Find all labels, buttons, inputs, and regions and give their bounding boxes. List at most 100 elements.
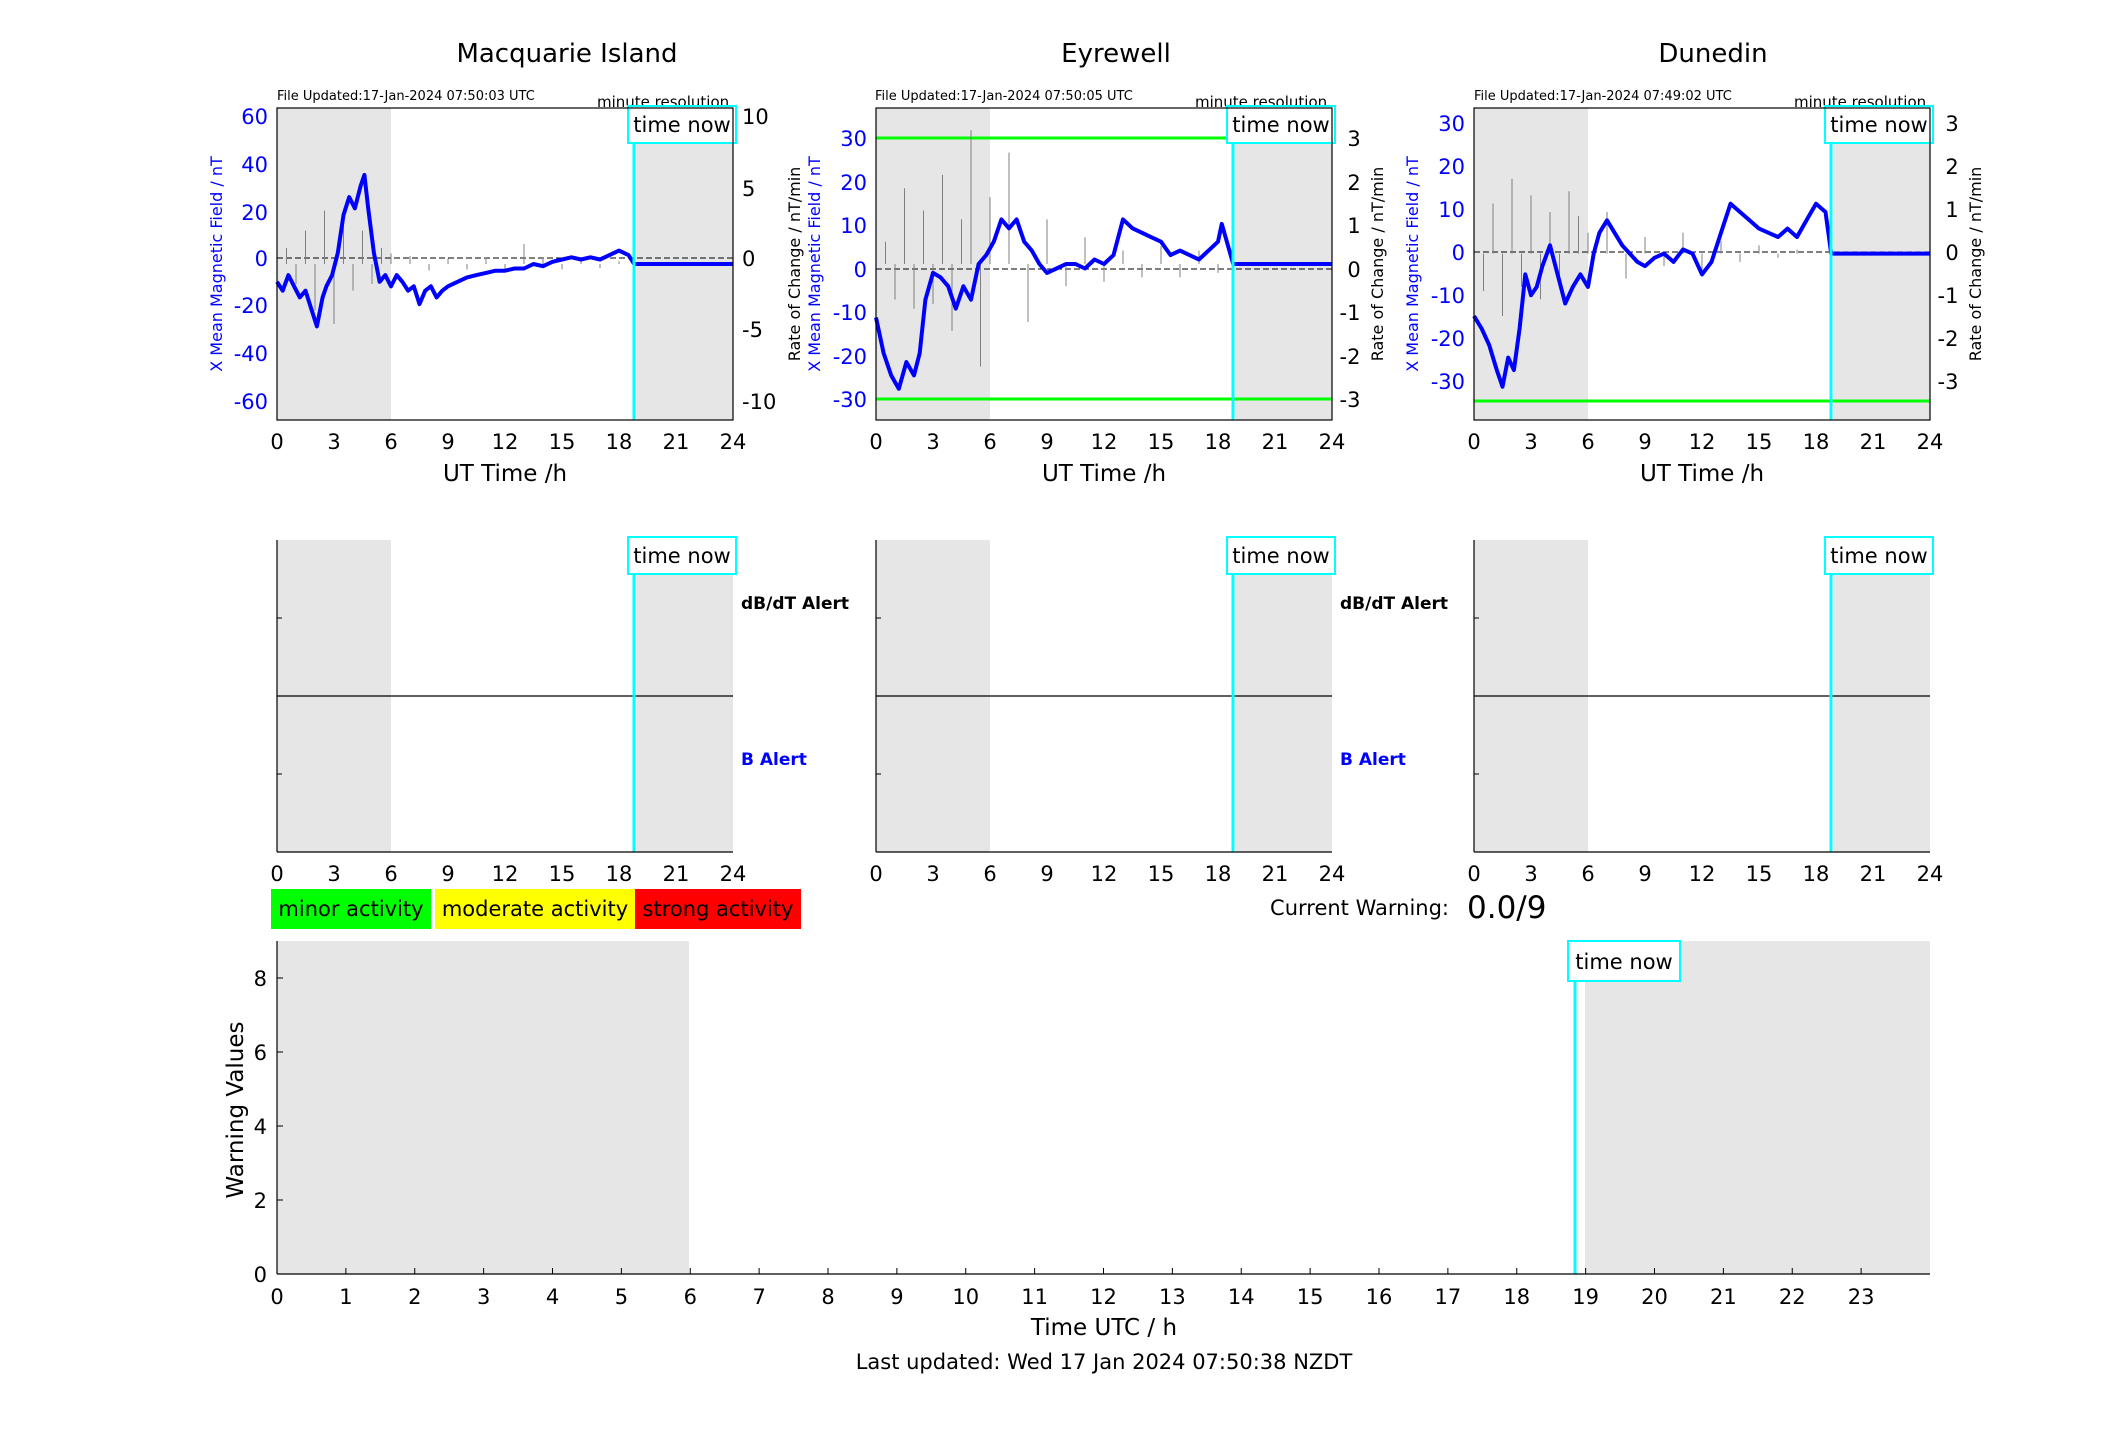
x-tick-label: 9 xyxy=(1040,862,1053,886)
axes-frame xyxy=(875,107,1333,421)
x-tick-label: 6 xyxy=(983,862,996,886)
y-tick-label: -30 xyxy=(1431,370,1465,394)
y-axis-label: X Mean Magnetic Field / nT xyxy=(805,156,824,372)
chart-dunedin: time now 30 20 10 0 -10 -20 -30 3 2 1 0 … xyxy=(1403,105,1985,487)
x-tick-label: 20 xyxy=(1641,1285,1668,1309)
y2-axis-label: Rate of Change / nT/min xyxy=(1966,167,1985,362)
night-shade-left xyxy=(1474,108,1588,420)
time-now-box xyxy=(627,105,737,144)
y-tick-label: -10 xyxy=(1431,284,1465,308)
last-updated: Last updated: Wed 17 Jan 2024 07:50:38 N… xyxy=(856,1350,1353,1374)
x-tick-label: 12 xyxy=(1091,430,1118,454)
time-now-box xyxy=(1567,940,1681,982)
x-tick-label: 15 xyxy=(1297,1285,1324,1309)
x-axis-label: UT Time /h xyxy=(443,461,567,487)
x-tick-label: 0 xyxy=(869,430,882,454)
time-now-label: time now xyxy=(633,544,730,568)
y-tick-label: 30 xyxy=(1438,112,1465,136)
y-axis-label: Rate of Change / nT/min xyxy=(785,167,804,362)
y-axis-label: Warning Values xyxy=(223,1021,249,1198)
y-tick-label: -40 xyxy=(234,342,268,366)
y2-tick-label: 1 xyxy=(1347,214,1360,238)
legend-strong-label: strong activity xyxy=(643,897,794,921)
alert-panel-eyrewell: time now dB/dT Alert B Alert 0 3 6 9 12 … xyxy=(869,536,1448,886)
b-alert-label: B Alert xyxy=(741,750,807,770)
y-tick-label: 6 xyxy=(254,1041,267,1065)
x-tick-label: 6 xyxy=(983,430,996,454)
x-tick-label: 13 xyxy=(1159,1285,1186,1309)
y2-tick-label: -5 xyxy=(742,318,763,342)
legend-moderate-swatch xyxy=(435,889,635,929)
y2-tick-label: 2 xyxy=(1347,171,1360,195)
x-tick-label: 18 xyxy=(606,430,633,454)
x-tick-label: 3 xyxy=(926,430,939,454)
x-tick-label: 10 xyxy=(952,1285,979,1309)
right-tick-labels: 3 2 1 0 -1 -2 -3 xyxy=(1938,112,1959,394)
x-tick-label: 18 xyxy=(1803,430,1830,454)
x-tick-label: 3 xyxy=(1524,862,1537,886)
x-tick-label: 21 xyxy=(1860,430,1887,454)
time-now-box xyxy=(627,536,737,575)
x-tick-labels: 0 3 6 9 12 15 18 21 24 xyxy=(869,430,1345,454)
x-tick-label: 0 xyxy=(1467,430,1480,454)
left-tick-labels: 30 20 10 0 -10 -20 -30 xyxy=(1431,112,1465,394)
x-tick-label: 2 xyxy=(408,1285,421,1309)
x-tick-label: 15 xyxy=(1148,430,1175,454)
x-tick-label: 0 xyxy=(270,862,283,886)
x-axis-label: Time UTC / h xyxy=(1030,1315,1177,1341)
y2-tick-label: 3 xyxy=(1945,112,1958,136)
night-shade-right xyxy=(1585,941,1930,1274)
x-tick-label: 22 xyxy=(1779,1285,1806,1309)
x-tick-label: 24 xyxy=(1917,430,1944,454)
legend-strong-swatch xyxy=(635,889,801,929)
x-tick-labels: 0 3 6 9 12 15 18 21 24 xyxy=(270,862,746,886)
y2-tick-label: 0 xyxy=(742,247,755,271)
x-tick-label: 18 xyxy=(1205,862,1232,886)
x-tick-label: 21 xyxy=(1710,1285,1737,1309)
legend-minor-swatch xyxy=(271,889,431,929)
left-tick-labels: 60 40 20 0 -20 -40 -60 xyxy=(234,105,268,414)
current-warning-value: 0.0/9 xyxy=(1467,890,1546,926)
x-tick-label: 18 xyxy=(1205,430,1232,454)
y-tick-label: -60 xyxy=(234,390,268,414)
y-tick-label: 10 xyxy=(1438,198,1465,222)
time-now-box xyxy=(1824,105,1934,144)
x-tick-label: 21 xyxy=(663,430,690,454)
x-tick-label: 3 xyxy=(477,1285,490,1309)
y2-tick-label: -3 xyxy=(1340,388,1361,412)
y-tick-label: 0 xyxy=(854,258,867,282)
x-tick-label: 4 xyxy=(546,1285,559,1309)
x-tick-label: 24 xyxy=(1917,862,1944,886)
x-tick-label: 24 xyxy=(1319,862,1346,886)
x-tick-label: 12 xyxy=(492,430,519,454)
panel-title: Dunedin xyxy=(1658,39,1767,69)
x-tick-label: 17 xyxy=(1435,1285,1462,1309)
y-tick-label: 8 xyxy=(254,967,267,991)
x-axis-label: UT Time /h xyxy=(1640,461,1764,487)
rate-of-change-series xyxy=(286,210,620,324)
x-tick-label: 12 xyxy=(1091,862,1118,886)
x-tick-label: 24 xyxy=(1319,430,1346,454)
alert-panel-dunedin: time now 0 3 6 9 12 15 18 21 24 xyxy=(1467,536,1944,886)
x-tick-label: 18 xyxy=(1803,862,1830,886)
y-tick-label: -20 xyxy=(833,345,867,369)
field-line xyxy=(275,172,733,329)
y2-tick-label: 0 xyxy=(1945,241,1958,265)
y2-tick-label: 1 xyxy=(1945,198,1958,222)
x-tick-label: 21 xyxy=(1860,862,1887,886)
y-tick-label: 0 xyxy=(255,247,268,271)
activity-legend: minor activity moderate activity strong … xyxy=(271,889,801,929)
x-tick-label: 14 xyxy=(1228,1285,1255,1309)
time-now-label: time now xyxy=(1575,950,1672,974)
x-tick-label: 6 xyxy=(384,430,397,454)
x-tick-label: 3 xyxy=(926,862,939,886)
x-tick-label: 24 xyxy=(720,430,747,454)
y2-tick-label: -3 xyxy=(1938,370,1959,394)
y-tick-label: 4 xyxy=(254,1115,267,1139)
x-tick-labels: 0 3 6 9 12 15 18 21 24 xyxy=(270,430,746,454)
y2-tick-label: 10 xyxy=(742,105,769,129)
x-tick-labels: 0 3 6 9 12 15 18 21 24 xyxy=(1467,430,1943,454)
right-tick-labels: 10 5 0 -5 -10 xyxy=(742,105,776,414)
magnetic-field-series xyxy=(1472,201,1930,389)
x-tick-label: 23 xyxy=(1848,1285,1875,1309)
